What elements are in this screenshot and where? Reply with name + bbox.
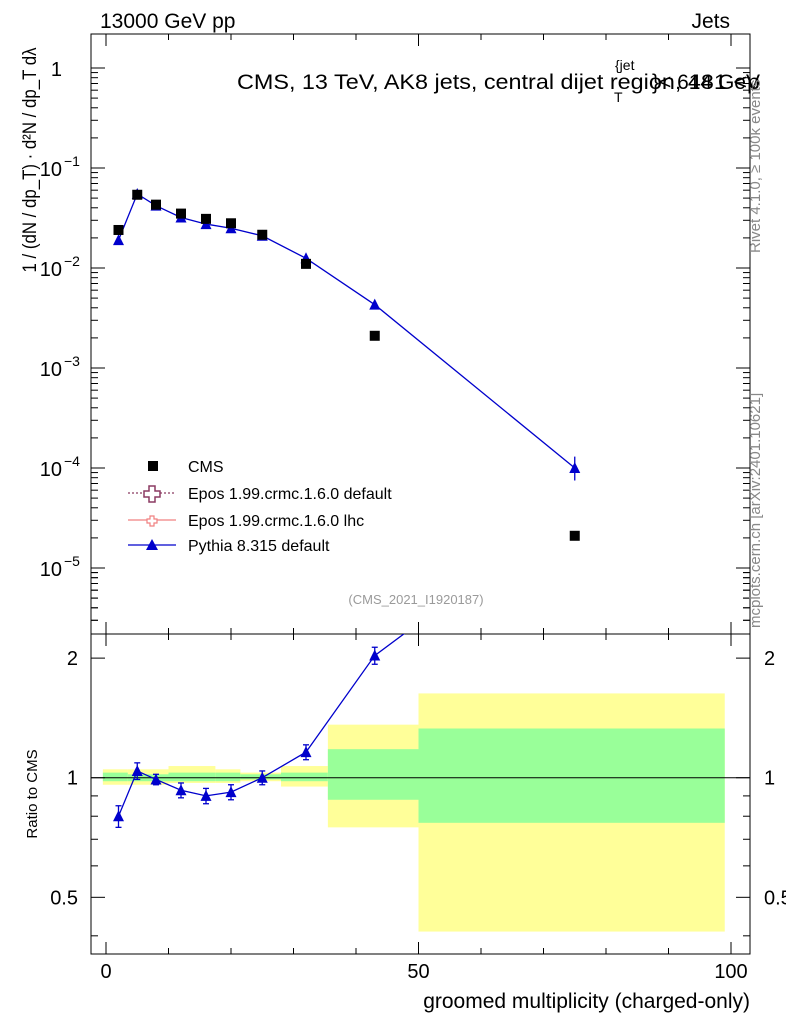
- ratio-pythia-point: [150, 773, 162, 785]
- legend-marker-epos-lhc: [146, 515, 158, 527]
- cms-point: [113, 224, 124, 235]
- band-green-5: [281, 772, 328, 782]
- pythia-point: [369, 298, 381, 310]
- legend-label-pythia: Pythia 8.315 default: [188, 538, 330, 555]
- mcplots-label: mcplots.cern.ch [arXiv:2401.10621]: [747, 393, 764, 628]
- pythia-line: [117, 193, 576, 469]
- main-ytick-exp-1: −1: [64, 153, 80, 169]
- main-ylabel: 1 / (dN / dp_T) · d²N / dp_T dλ: [20, 47, 41, 272]
- plot-title-end: }< 614 GeV: [652, 71, 760, 94]
- band-green-7: [418, 728, 725, 823]
- cms-point: [257, 229, 268, 240]
- energy-label: 13000 GeV pp: [100, 10, 235, 33]
- ratio-pythia-point: [200, 789, 212, 801]
- cms-point: [151, 199, 161, 210]
- main-ytick-exp-4: −4: [64, 453, 80, 469]
- plot-title-sup: {jet: [615, 57, 635, 73]
- rivet-label: Rivet 4.1.0, ≥ 100k events: [747, 80, 764, 253]
- pythia-point: [113, 234, 124, 246]
- cms-point: [176, 208, 186, 219]
- cms-point: [132, 189, 143, 200]
- main-ytick-label-5: 10: [40, 559, 62, 581]
- ratio-pythia-point: [369, 649, 381, 661]
- ratio-pythia-point: [256, 771, 268, 783]
- ratio-ytick-label-right-1: 1: [764, 768, 775, 790]
- legend-label-epos-lhc: Epos 1.99.crmc.1.6.0 lhc: [188, 513, 364, 530]
- legend-label-cms: CMS: [188, 459, 224, 476]
- ratio-clipped-group: [113, 634, 405, 829]
- main-ytick-label-0: 1: [51, 59, 62, 81]
- main-ytick-label-3: 10: [40, 359, 62, 381]
- main-ytick-label-4: 10: [40, 459, 62, 481]
- legend-marker-pythia: [146, 539, 158, 550]
- ratio-axes: 0 50 100 0.5 0.5 1 1 2 2: [50, 634, 786, 983]
- ratio-ytick-label-2: 2: [67, 648, 78, 670]
- main-ytick-label-1: 10: [40, 159, 62, 181]
- cms-point: [569, 530, 580, 541]
- legend: CMS Epos 1.99.crmc.1.6.0 default Epos 1.…: [128, 459, 392, 555]
- main-ytick-exp-2: −2: [64, 253, 80, 269]
- main-axes: 110−110−210−310−410−5: [40, 34, 750, 634]
- legend-marker-epos-default: [143, 485, 161, 503]
- ratio-ytick-label-1: 1: [67, 768, 78, 790]
- ratio-ytick-label-right-0.5: 0.5: [764, 887, 786, 909]
- ratio-pythia-point: [225, 786, 237, 798]
- ratio-ytick-label-right-2: 2: [764, 648, 775, 670]
- x-tick-label-50: 50: [407, 961, 429, 983]
- cms-point: [369, 330, 380, 341]
- ratio-pythia-point: [131, 764, 143, 776]
- band-green-2: [168, 772, 216, 782]
- main-ytick-exp-5: −5: [64, 553, 80, 569]
- pythia-point: [569, 462, 581, 473]
- plot-title: CMS, 13 TeV, AK8 jets, central dijet reg…: [237, 71, 760, 94]
- ratio-pythia-line: [117, 634, 405, 817]
- main-ytick-exp-3: −3: [64, 353, 80, 369]
- ratio-pythia-point: [113, 810, 124, 822]
- band-green-6: [327, 749, 419, 800]
- analysis-id: (CMS_2021_I1920187): [348, 592, 483, 607]
- ratio-panel-frame: [90, 633, 751, 955]
- legend-label-epos-default: Epos 1.99.crmc.1.6.0 default: [188, 486, 392, 503]
- legend-marker-cms: [148, 461, 158, 471]
- ratio-ytick-label-0.5: 0.5: [50, 887, 78, 909]
- ratio-series: [113, 634, 405, 829]
- ratio-pythia-point: [300, 746, 312, 758]
- cms-point: [226, 218, 236, 229]
- main-series: [113, 187, 581, 541]
- ratio-uncertainty-bands: [102, 693, 725, 932]
- main-ytick-label-2: 10: [40, 259, 62, 281]
- x-tick-label-100: 100: [714, 961, 747, 983]
- x-tick-label-0: 0: [100, 961, 111, 983]
- category-label: Jets: [691, 10, 730, 33]
- cms-point: [301, 258, 311, 269]
- cms-point: [201, 213, 211, 224]
- band-green-0: [102, 772, 128, 782]
- plot-title-sub: T: [614, 89, 623, 105]
- x-axis-label: groomed multiplicity (charged-only): [423, 990, 750, 1013]
- ratio-pythia-point: [175, 784, 187, 796]
- band-green-3: [215, 772, 241, 782]
- ratio-ylabel: Ratio to CMS: [24, 749, 41, 838]
